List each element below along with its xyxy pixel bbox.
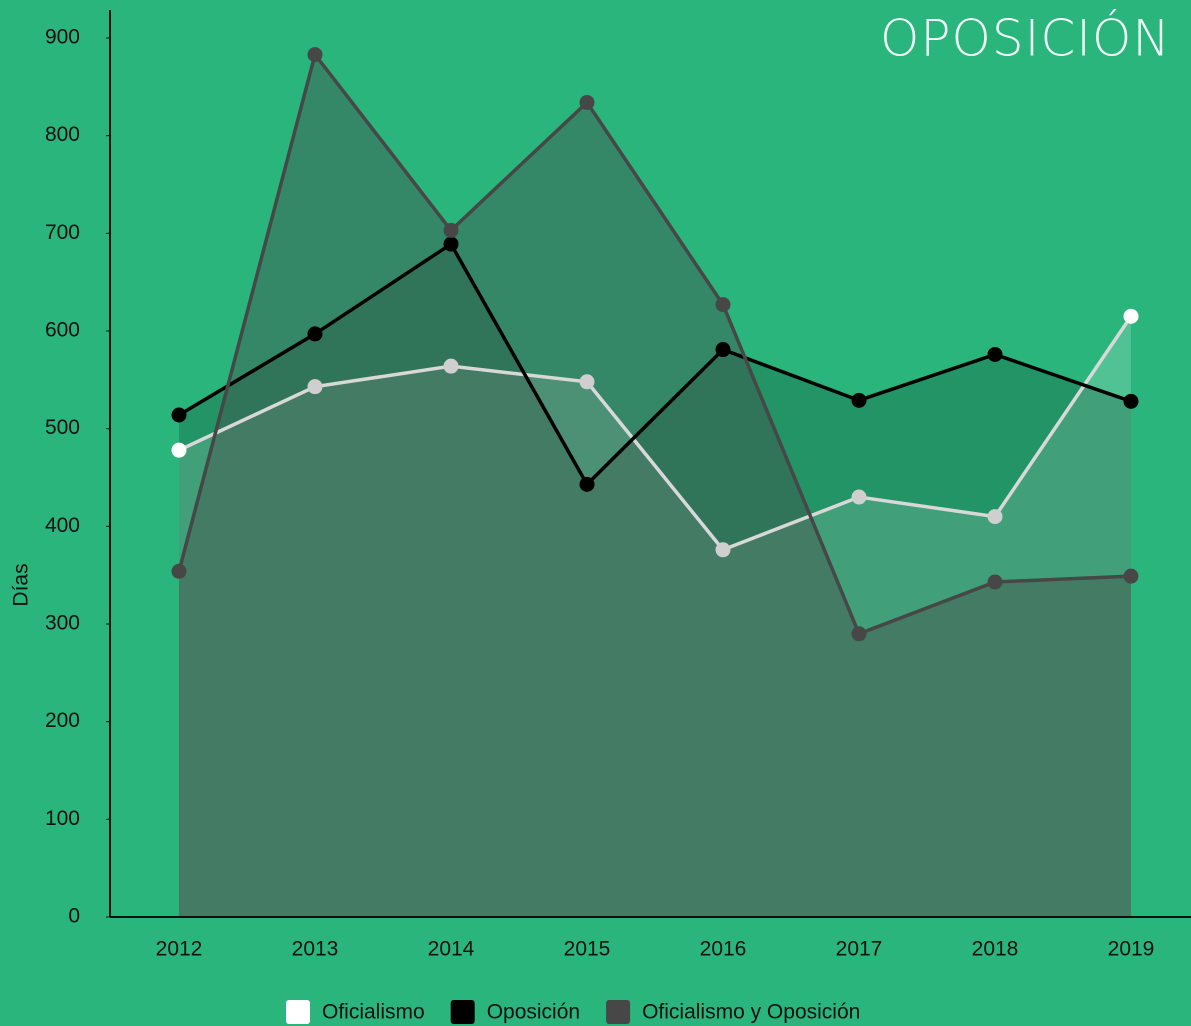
point <box>443 222 459 238</box>
area <box>179 316 1131 918</box>
x-tick-label: 2013 <box>292 938 339 961</box>
point <box>579 94 595 110</box>
y-tick-label: 800 <box>45 123 80 146</box>
y-tick-label: 100 <box>45 807 80 830</box>
point <box>851 489 867 505</box>
point <box>307 326 323 342</box>
area <box>179 244 1131 917</box>
point <box>171 442 187 458</box>
point <box>579 374 595 390</box>
line <box>178 315 1133 552</box>
legend-swatch <box>286 1000 310 1024</box>
y-tick-label: 400 <box>45 514 80 537</box>
legend-label: Oposición <box>487 1001 580 1024</box>
legend-swatch <box>606 1000 631 1024</box>
y-tick-label: 300 <box>45 612 80 635</box>
point <box>987 509 1003 525</box>
x-tick-label: 2015 <box>564 938 611 961</box>
point <box>171 407 187 423</box>
point <box>851 626 867 642</box>
point <box>987 574 1003 590</box>
point <box>987 346 1003 362</box>
x-tick-label: 2019 <box>1108 938 1155 961</box>
point <box>171 563 187 579</box>
point <box>579 476 595 492</box>
x-tick-label: 2014 <box>428 938 475 961</box>
x-tick-label: 2017 <box>836 938 883 961</box>
lines <box>171 47 1139 642</box>
area <box>179 54 1131 917</box>
line <box>177 50 1132 637</box>
y-tick-label: 0 <box>68 905 80 928</box>
x-tick-label: 2018 <box>972 938 1019 961</box>
y-tick-label: 700 <box>45 221 80 244</box>
legend-swatch <box>450 1000 475 1024</box>
y-tick-label: 200 <box>45 709 80 732</box>
y-axis-label: Días <box>10 563 33 606</box>
point <box>443 358 459 374</box>
point <box>307 47 323 63</box>
point <box>1123 568 1139 584</box>
y-tick-label: 500 <box>45 416 80 439</box>
x-tick-label: 2016 <box>700 938 747 961</box>
line <box>178 241 1132 488</box>
point <box>1123 308 1139 324</box>
chart-title: OPOSICIÓN 2 <box>880 9 1191 68</box>
point <box>715 542 731 558</box>
legend-label: Oficialismo y Oposición <box>642 1001 860 1024</box>
point <box>1123 393 1139 409</box>
point <box>443 236 459 252</box>
point <box>715 297 731 313</box>
point <box>715 342 731 358</box>
point <box>851 392 867 408</box>
areas <box>179 54 1131 918</box>
legend-label: Oficialismo <box>322 1001 425 1024</box>
y-tick-label: 900 <box>45 26 80 49</box>
x-tick-label: 2012 <box>156 938 203 961</box>
point <box>307 379 323 395</box>
y-tick-label: 600 <box>45 319 80 342</box>
